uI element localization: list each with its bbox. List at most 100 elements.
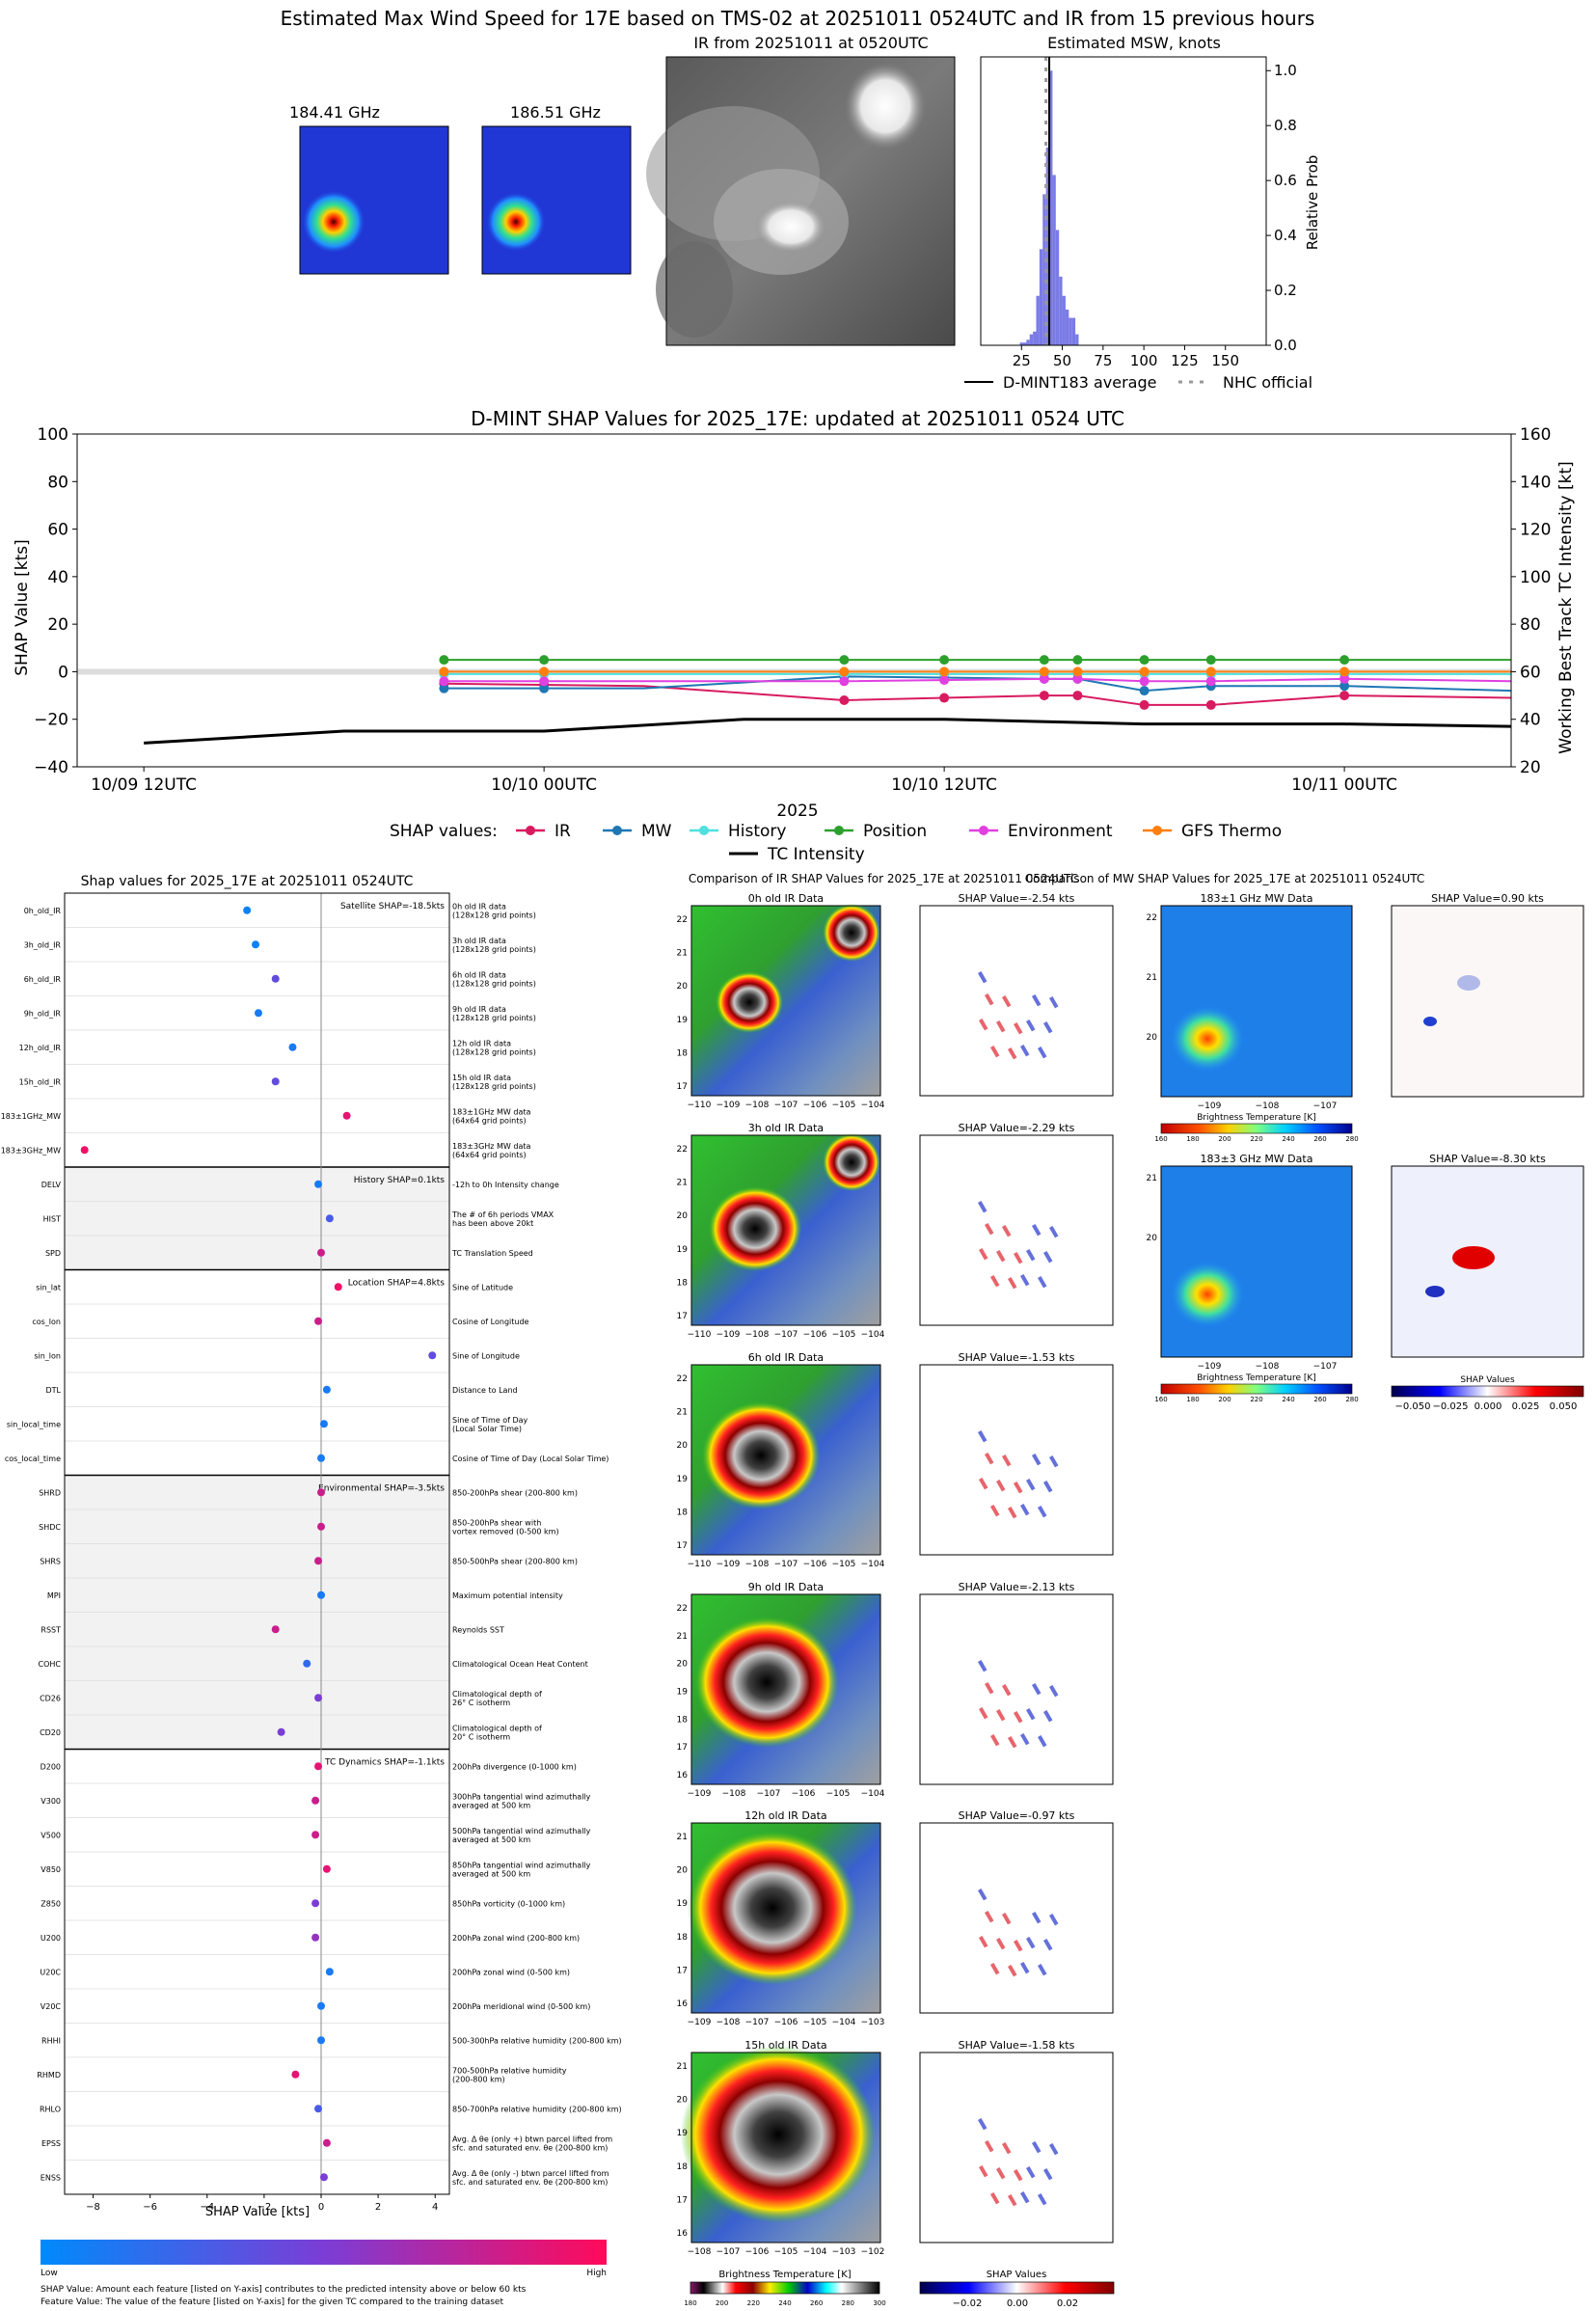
ir-ytick-label: 19 (677, 1688, 689, 1698)
feature-description: 500-300hPa relative humidity (200-800 km… (452, 2036, 622, 2045)
ir-shap-streak (995, 1250, 1006, 1263)
ir-xtick-label: −104 (832, 2018, 856, 2027)
ir-ytick-label: 21 (677, 1833, 688, 1842)
bar-xtick-label: 4 (432, 2202, 438, 2213)
feature-name: 15h_old_IR (19, 1077, 62, 1086)
ir-shap-streak (985, 993, 994, 1006)
feature-dot (303, 1659, 311, 1668)
ir-ytick-label: 18 (677, 2162, 689, 2172)
ts-ytick-right-label: 20 (1520, 758, 1541, 777)
ir-panel-frame (690, 1364, 881, 1556)
ir-panel-frame (690, 1134, 881, 1326)
ir-ytick-label: 20 (677, 1660, 689, 1670)
series-marker (1039, 691, 1049, 701)
ir-secondary-cloud (823, 904, 880, 962)
hist-bar (1055, 230, 1060, 345)
ts-ytick-left-label: −40 (34, 758, 68, 777)
ir-shap-streak (1026, 1020, 1036, 1032)
series-marker (1139, 686, 1150, 696)
ir-ytick-label: 16 (677, 2229, 689, 2239)
irc-colorbar-tick: 300 (873, 2299, 885, 2307)
feature-description: 850-200hPa shear (200-800 km) (452, 1488, 578, 1497)
feature-dot (319, 2173, 328, 2182)
feature-description: sfc. and saturated env. θe (200-800 km) (452, 2143, 608, 2152)
mw-shap-colorbar-tick: 0.025 (1512, 1401, 1540, 1412)
ir-shap-streak (1014, 1940, 1023, 1952)
mw-shap-colorbar-tick: −0.050 (1394, 1401, 1430, 1412)
ir-shap-streak (1037, 1047, 1047, 1059)
ir-shap-streak (1014, 1022, 1023, 1035)
feature-description: 6h old IR data (452, 970, 506, 979)
feature-dot (80, 1146, 89, 1155)
ir-ytick-label: 18 (677, 1715, 689, 1725)
series-marker (839, 666, 850, 677)
ir-shap-title: SHAP Value=-0.97 kts (959, 1809, 1075, 1822)
feature-description: averaged at 500 km (452, 1869, 530, 1878)
ir-storm-core (701, 1401, 821, 1509)
ir-xtick-label: −107 (774, 1330, 798, 1340)
mw-panel-title: 183±3 GHz MW Data (1201, 1153, 1313, 1165)
hist-bar (1052, 175, 1056, 345)
ir-storm-core (688, 1831, 857, 1985)
mw-shap-coldspot (1423, 1017, 1437, 1026)
feature-dot (322, 2138, 331, 2147)
feature-description: 0h old IR data (452, 902, 506, 911)
series-marker (439, 676, 449, 687)
feature-name: MPI (47, 1591, 61, 1600)
ir-shap-streak (978, 1201, 987, 1213)
ir-shap-streak (1007, 2194, 1017, 2207)
irc-shap-colorbar-tick: 0.00 (1007, 2298, 1028, 2309)
series-marker (939, 693, 950, 703)
hist-bar (1026, 340, 1030, 345)
ir-panel-frame (690, 2052, 881, 2243)
feature-description: -12h to 0h Intensity change (452, 1181, 559, 1189)
ir-shap-streak (990, 1505, 1000, 1517)
ir-shap-streak (995, 1020, 1006, 1033)
mw-comparison-panel: Comparison of MW SHAP Values for 2025_17… (1025, 872, 1584, 1412)
ir-xtick-label: −106 (774, 2018, 798, 2027)
irc-colorbar: Brightness Temperature [K] (690, 2270, 880, 2295)
ir-ytick-label: 22 (677, 1145, 688, 1155)
series-marker (1039, 673, 1049, 684)
ir-panel-title: 3h old IR Data (748, 1122, 824, 1134)
feature-description: 20° C isotherm (452, 1732, 510, 1741)
feature-description: 200hPa divergence (0-1000 km) (452, 1762, 577, 1771)
mw-xtick-label: −108 (1256, 1101, 1280, 1111)
feature-name: SHRS (40, 1557, 61, 1565)
ir-shap-streak (995, 1480, 1006, 1492)
ir-shap-frame (919, 1593, 1114, 1785)
ir-ytick-label: 21 (677, 2062, 688, 2072)
ir-shap-streak (1014, 1252, 1023, 1264)
series-marker (1339, 655, 1350, 666)
feature-dot (317, 1248, 325, 1257)
ir-ytick-label: 20 (677, 1211, 689, 1221)
feature-description: 12h old IR data (452, 1039, 511, 1047)
ir-xtick-label: −109 (717, 1101, 741, 1110)
feature-dot (252, 940, 260, 949)
ir-xtick-label: −110 (688, 1101, 712, 1110)
series-marker (1072, 666, 1083, 677)
ir-shap-streak (1026, 1708, 1036, 1721)
ir-xtick-label: −109 (717, 1560, 741, 1569)
ir-ytick-label: 20 (677, 982, 689, 992)
feature-dot (311, 1933, 320, 1942)
irc-colorbar-tick: 220 (747, 2299, 760, 2307)
ir-shap-streak (979, 2165, 988, 2178)
group-label: Environmental SHAP=-3.5kts (318, 1484, 445, 1494)
ir-shap-streak (1020, 1962, 1030, 1974)
ir-xtick-label: −107 (745, 2018, 770, 2027)
ir-xtick-label: −109 (688, 2018, 712, 2027)
ir-xtick-label: −106 (792, 1789, 816, 1799)
group-label: History SHAP=0.1kts (354, 1176, 446, 1185)
ir-xtick-label: −106 (803, 1330, 827, 1340)
ir-xtick-label: −104 (803, 2247, 827, 2257)
bar-xtick-label: −8 (86, 2202, 100, 2213)
ir-xtick-label: −108 (745, 1330, 770, 1340)
feature-name: DTL (45, 1386, 61, 1395)
mw-colorbar-tick: 200 (1218, 1135, 1231, 1143)
ir-shap-streak (979, 1478, 988, 1490)
feature-description: 700-500hPa relative humidity (452, 2066, 567, 2075)
mw-colorbar-tick: 240 (1282, 1135, 1294, 1143)
feature-description: 850hPa vorticity (0-1000 km) (452, 1899, 565, 1908)
ir-ytick-label: 21 (677, 1632, 688, 1642)
